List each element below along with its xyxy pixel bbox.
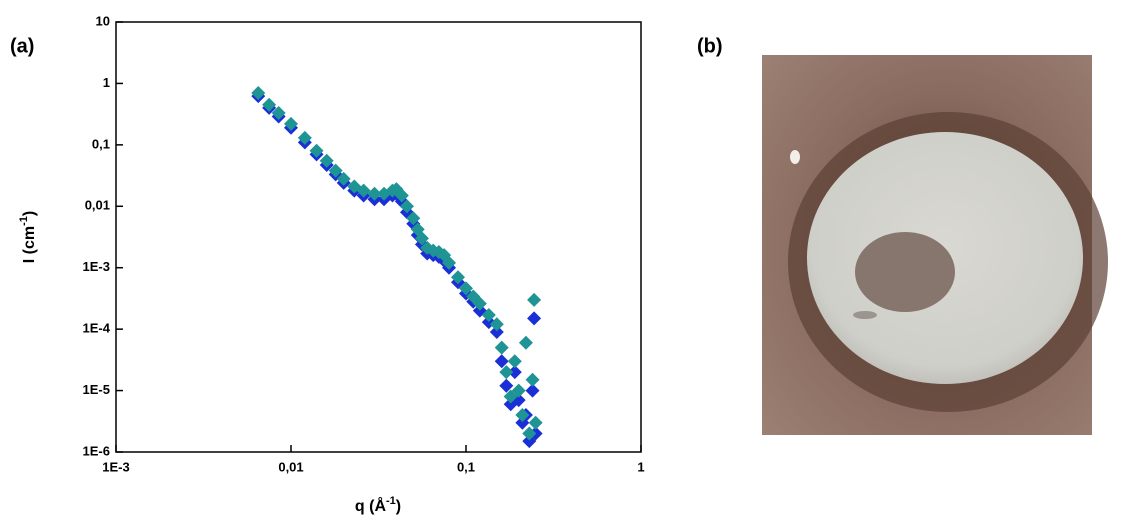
point	[319, 153, 334, 168]
point	[442, 255, 457, 270]
panel-label: (b)	[697, 35, 723, 57]
y-tick-label: 1E-6	[83, 443, 110, 458]
x-tick-label: 1	[637, 459, 644, 474]
point	[494, 340, 509, 355]
point	[262, 97, 277, 112]
point	[518, 335, 533, 350]
point	[515, 408, 530, 423]
x-tick-label: 0,1	[457, 459, 475, 474]
point	[336, 171, 351, 186]
point	[499, 378, 514, 393]
y-tick-label: 1E-5	[83, 382, 110, 397]
photo	[762, 55, 1108, 435]
point	[507, 354, 522, 369]
y-tick-label: 1E-3	[83, 259, 110, 274]
point	[328, 163, 343, 178]
point	[356, 183, 371, 198]
point	[489, 324, 504, 339]
point	[522, 426, 537, 441]
point	[367, 186, 382, 201]
point	[406, 211, 421, 226]
point	[522, 434, 537, 449]
y-tick-label: 1E-4	[83, 321, 111, 336]
y-tick-label: 10	[96, 13, 110, 28]
point	[525, 383, 540, 398]
point	[527, 292, 542, 307]
point	[271, 106, 286, 121]
point	[511, 383, 526, 398]
point	[251, 85, 266, 100]
point	[309, 143, 324, 158]
point	[472, 296, 487, 311]
point	[527, 311, 542, 326]
y-tick-label: 0,01	[85, 198, 110, 213]
panel-label: (a)	[10, 35, 34, 57]
point	[507, 365, 522, 380]
chart: 1E-3 0,01 0,1 1 1E-6 1E-5 1E-4 1E-3 0,01 0,1 1 10	[83, 13, 645, 474]
point	[525, 372, 540, 387]
point	[284, 116, 298, 131]
point	[489, 317, 504, 332]
y-tick-label: 0,1	[92, 136, 110, 151]
x-tick-label: 1E-3	[102, 459, 129, 474]
point	[297, 130, 312, 145]
x-tick-label: 0,01	[278, 459, 303, 474]
plot-frame	[115, 21, 642, 453]
point	[399, 199, 414, 214]
point	[494, 354, 509, 369]
y-axis-label: I (cm-1)	[18, 211, 38, 263]
point	[499, 365, 514, 380]
x-axis-label: q (Å-1)	[355, 495, 401, 515]
y-tick-label: 1	[103, 75, 110, 90]
point	[414, 231, 429, 246]
point	[450, 270, 465, 285]
point	[481, 307, 496, 322]
point	[528, 415, 543, 430]
point	[394, 188, 409, 203]
point	[459, 281, 473, 296]
